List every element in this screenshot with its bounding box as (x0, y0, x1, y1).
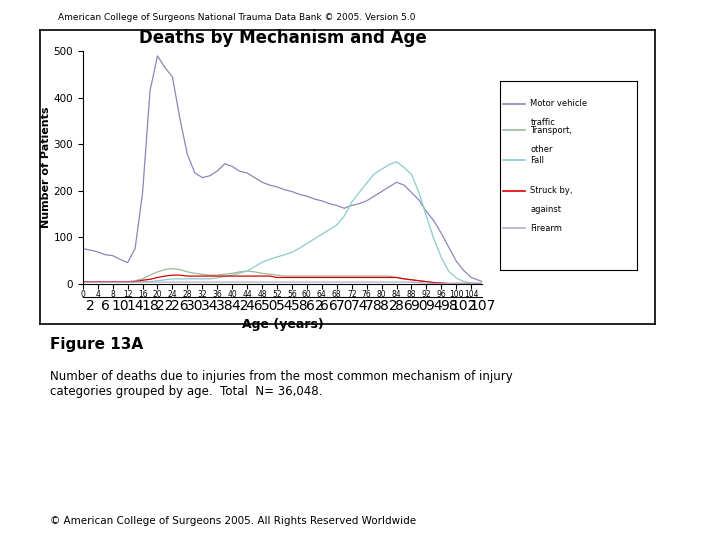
Text: Figure 13A: Figure 13A (50, 338, 143, 353)
Text: traffic: traffic (531, 118, 555, 127)
Text: © American College of Surgeons 2005. All Rights Reserved Worldwide: © American College of Surgeons 2005. All… (50, 516, 417, 526)
X-axis label: Age (years): Age (years) (242, 318, 323, 331)
Text: Motor vehicle: Motor vehicle (531, 99, 588, 108)
Text: Fall: Fall (531, 156, 544, 165)
Text: Firearm: Firearm (531, 224, 562, 233)
Y-axis label: Number of Patients: Number of Patients (40, 106, 50, 228)
Text: other: other (531, 145, 553, 153)
Text: against: against (531, 205, 562, 214)
Text: Transport,: Transport, (531, 126, 572, 134)
Text: Struck by,: Struck by, (531, 186, 573, 195)
Title: Deaths by Mechanism and Age: Deaths by Mechanism and Age (139, 29, 426, 47)
Text: American College of Surgeons National Trauma Data Bank © 2005. Version 5.0: American College of Surgeons National Tr… (58, 14, 415, 23)
Text: Number of deaths due to injuries from the most common mechanism of injury
catego: Number of deaths due to injuries from th… (50, 370, 513, 398)
